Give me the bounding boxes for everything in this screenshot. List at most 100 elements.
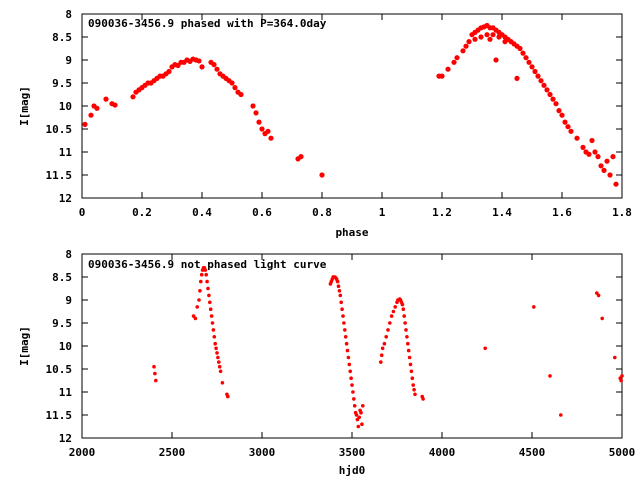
unphased-data-point [384, 335, 389, 339]
phased-data-point [88, 112, 94, 118]
unphased-data-point [203, 268, 208, 272]
unphased-data-point [209, 314, 214, 318]
phased-y-ticks: 8 8.5 9 9.5 10 10.5 11 11.5 12 [46, 8, 622, 205]
phased-data-point [502, 39, 508, 45]
phased-data-point [82, 121, 88, 127]
unphased-data-point [338, 293, 343, 298]
unphased-data-point [400, 302, 405, 307]
phased-data-point [166, 68, 172, 75]
unphased-data-point [206, 286, 210, 291]
unphased-data-point [412, 387, 416, 392]
phased-data-point [526, 59, 532, 65]
unphased-data-point [613, 355, 617, 360]
unphased-data-point [405, 335, 409, 339]
unphased-data-point [352, 404, 357, 408]
phased-data-point [268, 135, 274, 141]
unphased-data-point [548, 374, 552, 378]
phased-data-point [496, 34, 502, 40]
unphased-data-point [410, 376, 415, 381]
unphased-y-tick-label: 8.5 [52, 271, 72, 284]
phased-x-tick-label: 0 [79, 206, 86, 219]
phased-data-point [568, 128, 574, 134]
unphased-data-point [350, 383, 354, 387]
unphased-data-point [216, 355, 220, 360]
phased-data-point [487, 36, 493, 42]
phased-data-point [298, 154, 304, 160]
unphased-data-point [345, 348, 350, 353]
unphased-data-point [211, 328, 216, 332]
phased-data-point [253, 110, 259, 116]
phased-data-point [559, 112, 565, 118]
phased-x-ticks: 0 0.2 0.4 0.6 0.8 1 1.2 1.4 1.6 1.8 [79, 14, 632, 219]
unphased-data-point [619, 378, 623, 383]
phased-x-tick-label: 1.8 [612, 206, 632, 219]
phased-data-point [466, 39, 472, 45]
phased-data-point [199, 64, 205, 70]
unphased-data-point [409, 369, 414, 374]
phased-data-point [319, 172, 325, 178]
unphased-data-point [195, 305, 199, 309]
phased-x-tick-label: 0.8 [312, 206, 332, 219]
phased-data-point [196, 58, 202, 64]
unphased-data-point [357, 415, 362, 420]
phased-data-point [580, 144, 586, 150]
unphased-data-point [199, 279, 203, 284]
phased-data-point [613, 181, 619, 187]
unphased-data-point [218, 369, 223, 374]
unphased-data-point [361, 404, 365, 408]
phased-data-point [472, 36, 478, 42]
unphased-data-point [393, 305, 398, 309]
unphased-y-tick-label: 9 [65, 294, 72, 307]
unphased-y-tick-label: 10 [59, 340, 72, 353]
phased-data-point [544, 87, 550, 93]
unphased-data-point [340, 307, 344, 312]
phased-xlabel: phase [335, 226, 368, 239]
phased-data-point [232, 85, 238, 91]
phased-y-tick-label: 9.5 [52, 77, 72, 90]
phased-data-point [532, 68, 538, 75]
unphased-data-point [339, 300, 344, 305]
phased-x-tick-label: 0.6 [252, 206, 272, 219]
phased-data-point [553, 101, 559, 107]
phased-data-point [451, 59, 457, 65]
phased-title: 090036-3456.9 phased with P=364.0day [88, 17, 327, 30]
unphased-data-point [193, 316, 198, 321]
phased-x-tick-label: 0.2 [132, 206, 152, 219]
unphased-data-point [401, 307, 406, 312]
phased-x-tick-label: 1.4 [492, 206, 512, 219]
phased-data-point [490, 32, 496, 38]
unphased-y-tick-label: 9.5 [52, 317, 72, 330]
unphased-data-point [408, 362, 413, 367]
unphased-panel: 090036-3456.9 not phased light curve hjd… [18, 248, 635, 477]
unphased-data-point [349, 376, 353, 381]
phased-data-point [595, 154, 601, 160]
unphased-data-point [207, 293, 211, 298]
phased-data-point [478, 34, 484, 40]
unphased-data-point [356, 424, 361, 429]
unphased-xlabel: hjd0 [339, 464, 366, 477]
phased-data-point [463, 43, 469, 49]
phased-data-point [592, 149, 598, 155]
unphased-x-tick-label: 4500 [519, 446, 546, 459]
phased-data-point [439, 73, 445, 79]
phased-data-point [550, 96, 556, 102]
unphased-data-point [214, 346, 218, 351]
phased-data-point [574, 135, 580, 141]
phased-panel: 090036-3456.9 phased with P=364.0day pha… [18, 8, 632, 239]
unphased-data-point [348, 369, 353, 374]
unphased-data-point [154, 378, 158, 383]
unphased-data-point [403, 321, 407, 325]
unphased-data-point [360, 422, 364, 427]
phased-y-tick-label: 9 [65, 54, 72, 67]
phased-y-tick-label: 10 [59, 100, 72, 113]
phased-data-point [523, 55, 529, 61]
unphased-data-point [212, 335, 217, 339]
unphased-y-tick-label: 10.5 [46, 363, 73, 376]
unphased-data-point [213, 341, 217, 346]
phased-y-tick-label: 10.5 [46, 123, 73, 136]
unphased-y-tick-label: 12 [59, 432, 72, 445]
unphased-data-point [404, 328, 408, 332]
phased-data-point [103, 96, 109, 102]
unphased-data-point [559, 413, 563, 417]
